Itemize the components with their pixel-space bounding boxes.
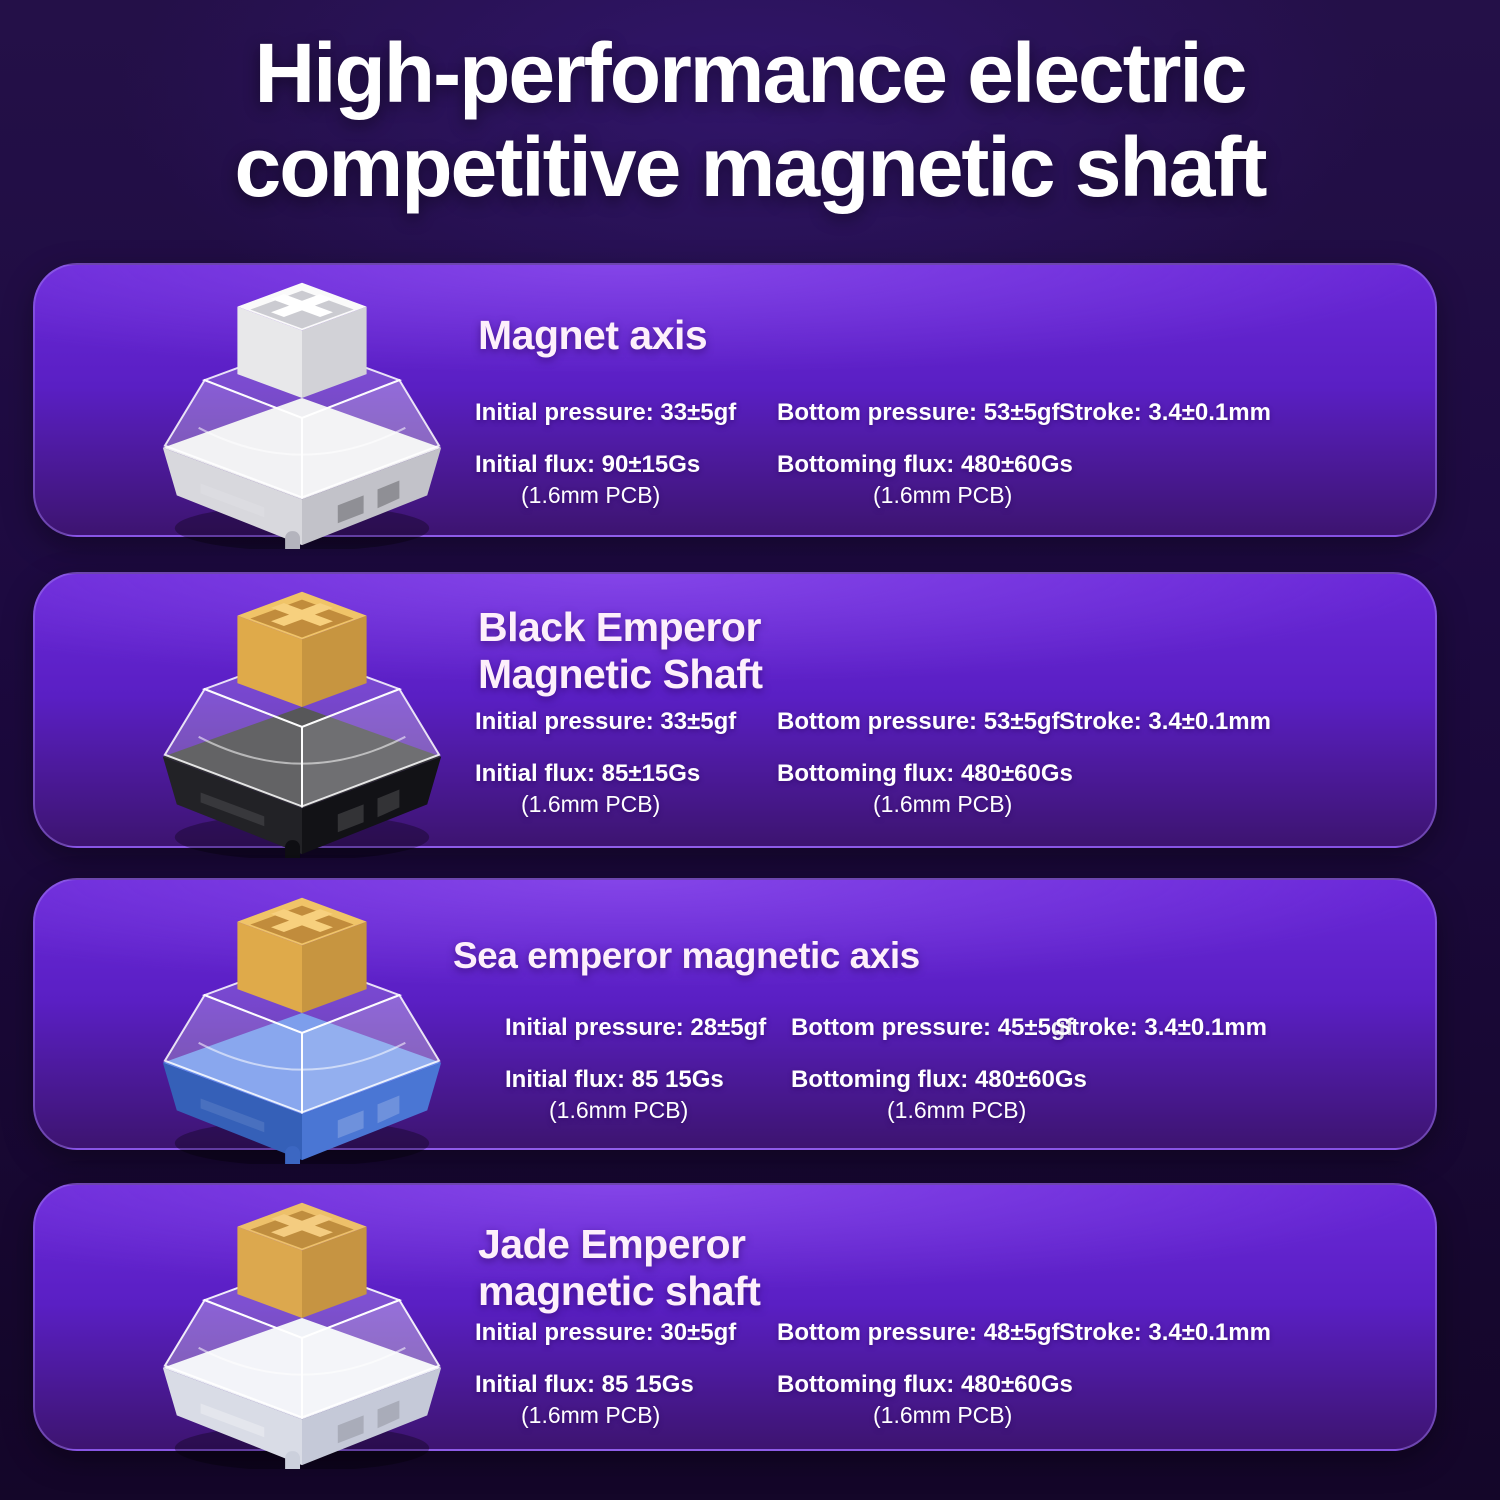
card-title: Black Emperor Magnetic Shaft <box>478 604 763 698</box>
spec-bottoming-flux: Bottoming flux: 480±60Gs <box>777 451 1073 478</box>
spec-initial-flux-note: (1.6mm PCB) <box>549 1097 689 1123</box>
spec-bottom-pressure: Bottom pressure: 45±5gf <box>791 1014 1074 1041</box>
spec-initial-pressure: Initial pressure: 33±5gf <box>475 708 737 735</box>
spec-initial-flux: Initial flux: 85±15Gs <box>475 760 701 787</box>
card-black-emperor: Black Emperor Magnetic Shaft Initial pre… <box>33 572 1437 858</box>
card-title-line2: magnetic shaft <box>478 1268 761 1315</box>
sea-emperor-switch-icon <box>143 862 461 1164</box>
spec-bottom-pressure: Bottom pressure: 53±5gf <box>777 708 1060 735</box>
card-title-line1: Sea emperor magnetic axis <box>453 935 920 976</box>
spec-bottoming-flux: Bottoming flux: 480±60Gs <box>777 1371 1073 1398</box>
page-title-line1: High-performance electric <box>254 26 1248 120</box>
spec-initial-flux-note: (1.6mm PCB) <box>521 1402 661 1428</box>
spec-initial-flux: Initial flux: 85 15Gs <box>475 1371 694 1398</box>
spec-bottoming-flux-note: (1.6mm PCB) <box>873 482 1013 508</box>
spec-stroke: Stroke: 3.4±0.1mm <box>1059 399 1271 426</box>
spec-initial-flux-note: (1.6mm PCB) <box>521 791 661 817</box>
card-title: Magnet axis <box>478 312 708 359</box>
card-title-line2: Magnetic Shaft <box>478 651 763 698</box>
switch-pin <box>285 840 301 858</box>
spec-stroke: Stroke: 3.4±0.1mm <box>1055 1014 1267 1041</box>
card-title-line1: Magnet axis <box>478 312 708 358</box>
card-magnet-axis: Magnet axis Initial pressure: 33±5gf Bot… <box>33 263 1437 549</box>
switch-stem <box>237 1202 367 1318</box>
spec-stroke: Stroke: 3.4±0.1mm <box>1059 1319 1271 1346</box>
spec-initial-flux-note: (1.6mm PCB) <box>521 482 661 508</box>
spec-bottoming-flux-note: (1.6mm PCB) <box>887 1097 1027 1123</box>
spec-initial-pressure: Initial pressure: 28±5gf <box>505 1014 767 1041</box>
switch-pin <box>285 1451 301 1469</box>
page-title: High-performance electric competitive ma… <box>0 26 1500 214</box>
spec-bottoming-flux: Bottoming flux: 480±60Gs <box>777 760 1073 787</box>
switch-stem <box>237 897 367 1013</box>
black-emperor-switch-icon <box>143 556 461 858</box>
spec-bottoming-flux-note: (1.6mm PCB) <box>873 791 1013 817</box>
spec-initial-flux: Initial flux: 90±15Gs <box>475 451 701 478</box>
jade-emperor-switch-icon <box>143 1167 461 1469</box>
card-title: Jade Emperor magnetic shaft <box>478 1221 761 1315</box>
card-title-line1: Black Emperor <box>478 604 761 650</box>
spec-initial-pressure: Initial pressure: 30±5gf <box>475 1319 737 1346</box>
spec-bottoming-flux-note: (1.6mm PCB) <box>873 1402 1013 1428</box>
spec-stroke: Stroke: 3.4±0.1mm <box>1059 708 1271 735</box>
card-jade-emperor: Jade Emperor magnetic shaft Initial pres… <box>33 1183 1437 1469</box>
card-title-line1: Jade Emperor <box>478 1221 746 1267</box>
spec-initial-pressure: Initial pressure: 33±5gf <box>475 399 737 426</box>
spec-initial-flux: Initial flux: 85 15Gs <box>505 1066 724 1093</box>
spec-bottom-pressure: Bottom pressure: 48±5gf <box>777 1319 1060 1346</box>
switch-stem <box>237 282 367 398</box>
card-title: Sea emperor magnetic axis <box>453 935 920 976</box>
card-sea-emperor: Sea emperor magnetic axis Initial pressu… <box>33 878 1437 1164</box>
spec-bottoming-flux: Bottoming flux: 480±60Gs <box>791 1066 1087 1093</box>
spec-bottom-pressure: Bottom pressure: 53±5gf <box>777 399 1060 426</box>
switch-pin <box>285 531 301 549</box>
switch-pin <box>285 1146 301 1164</box>
switch-stem <box>237 591 367 707</box>
page-title-line2: competitive magnetic shaft <box>234 120 1268 215</box>
white-magnet-switch-icon <box>143 247 461 549</box>
